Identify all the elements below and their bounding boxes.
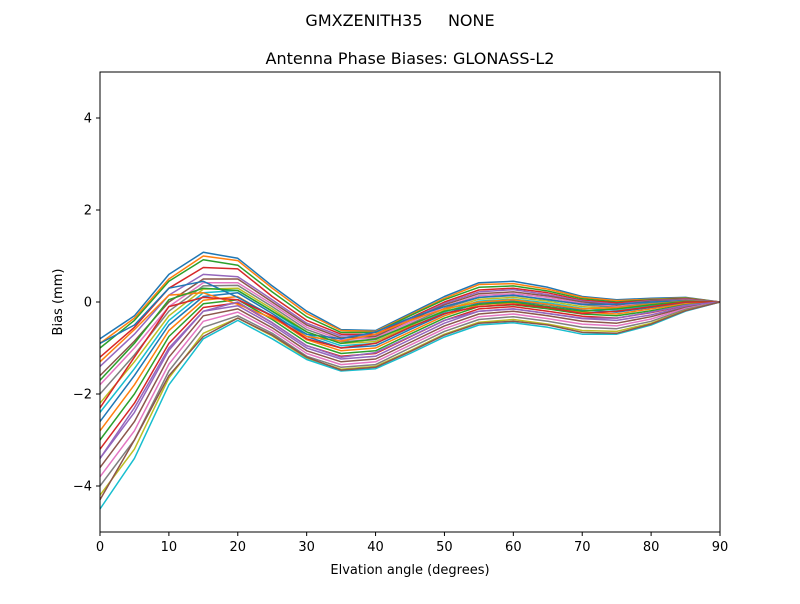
series-line <box>99 292 721 423</box>
x-tick-label: 20 <box>230 540 247 555</box>
figure-suptitle: GMXZENITH35 NONE <box>305 11 494 30</box>
x-tick-label: 90 <box>712 540 729 555</box>
series-line <box>99 296 720 409</box>
x-tick-label: 70 <box>574 540 591 555</box>
series-line <box>99 295 721 432</box>
series-line <box>99 301 721 487</box>
y-tick-label: 2 <box>84 204 92 219</box>
x-tick-label: 50 <box>436 540 453 555</box>
x-tick-label: 60 <box>505 540 522 555</box>
series-line <box>99 301 721 469</box>
series-line <box>99 301 721 501</box>
y-axis-label: Bias (mm) <box>51 269 66 336</box>
series-line <box>99 258 721 349</box>
y-axis-ticks: −4 −2 0 2 4 <box>73 112 100 495</box>
x-tick-label: 40 <box>367 540 384 555</box>
x-tick-label: 10 <box>161 540 178 555</box>
series-line <box>99 281 721 386</box>
series-line <box>99 292 721 363</box>
chart-title: Antenna Phase Biases: GLONASS-L2 <box>266 49 555 68</box>
y-tick-label: −4 <box>73 480 92 495</box>
series-line <box>99 301 721 496</box>
y-tick-label: −2 <box>73 388 92 403</box>
series-line <box>99 298 721 441</box>
x-tick-label: 80 <box>643 540 660 555</box>
series-line <box>99 301 721 459</box>
x-tick-label: 30 <box>298 540 315 555</box>
series-line <box>99 251 721 340</box>
series-line <box>99 301 721 478</box>
series-line <box>99 301 721 510</box>
plot-frame <box>99 71 721 533</box>
plot-lines <box>99 251 721 510</box>
x-tick-label: 0 <box>96 540 104 555</box>
series-line <box>99 280 721 345</box>
y-tick-label: 4 <box>84 112 92 127</box>
x-axis-label: Elvation angle (degrees) <box>330 563 489 578</box>
x-axis-ticks: 0 10 20 30 40 50 60 70 80 90 <box>96 532 728 555</box>
series-line <box>99 287 721 381</box>
y-tick-label: 0 <box>84 296 92 311</box>
series-line <box>99 255 721 345</box>
